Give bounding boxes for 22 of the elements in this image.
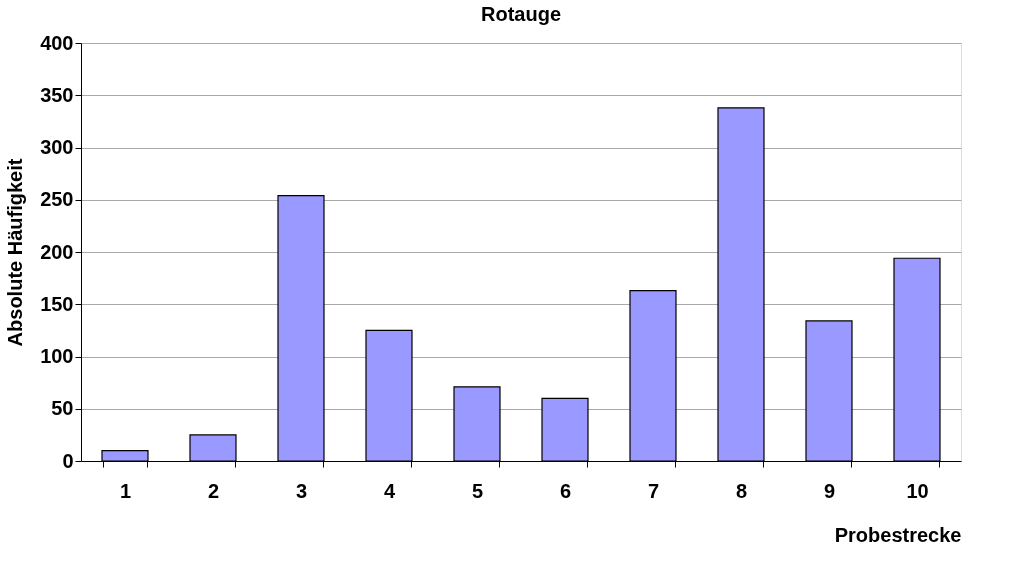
x-tick-label: 10 [906, 479, 929, 502]
y-tick-label: 250 [40, 188, 74, 211]
chart-title: Rotauge [481, 3, 561, 25]
x-tick-label: 1 [119, 479, 132, 502]
x-tick-label: 2 [207, 479, 220, 502]
y-tick-label: 50 [51, 397, 74, 420]
y-tick-label: 400 [40, 31, 74, 54]
y-axis-title: Absolute Häufigkeit [4, 158, 27, 347]
y-tick-label: 200 [40, 240, 74, 263]
x-tick-label: 6 [559, 479, 572, 502]
x-tick-label: 9 [823, 479, 836, 502]
y-tick-label: 350 [40, 83, 74, 106]
x-tick-label: 4 [383, 479, 396, 502]
y-tick-label: 300 [40, 136, 74, 158]
x-axis-title: Probestrecke [834, 523, 962, 546]
x-tick-label: 7 [647, 479, 660, 502]
y-tick-label: 150 [40, 292, 74, 315]
x-tick-label: 3 [295, 479, 308, 502]
x-tick-label: 5 [471, 479, 484, 502]
y-tick-label: 100 [40, 345, 74, 367]
x-tick-label: 8 [735, 479, 748, 502]
y-tick-label: 0 [62, 449, 74, 472]
